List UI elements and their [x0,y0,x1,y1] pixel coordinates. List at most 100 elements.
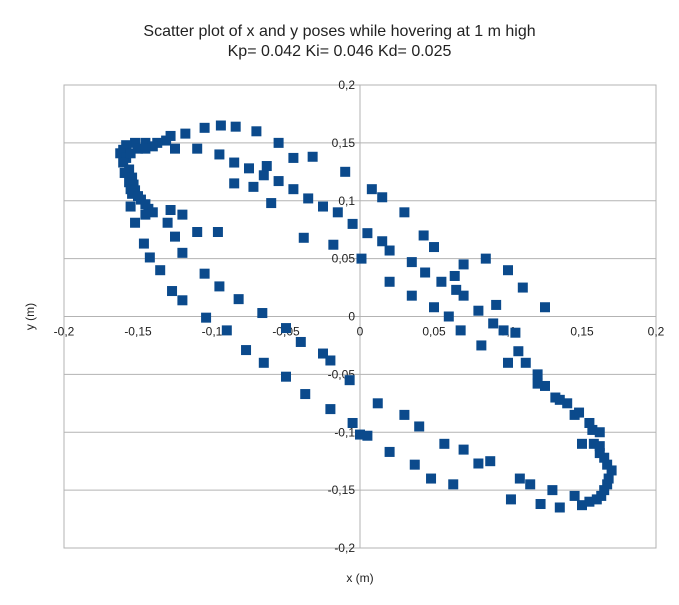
data-point [606,465,617,476]
data-point [318,201,328,212]
data-point [288,152,299,163]
data-point [130,217,141,228]
data-point [377,236,388,247]
y-tick-label: 0 [348,310,355,324]
y-axis-label: y (m) [23,303,37,330]
data-point [147,141,158,152]
data-point [241,345,252,356]
y-tick-label: -0,2 [334,541,355,555]
data-point [554,394,565,405]
data-point [510,327,521,338]
data-point [347,218,358,229]
data-point [248,181,259,192]
data-point [328,239,339,250]
data-point [569,490,580,501]
data-point [344,375,355,386]
data-point [577,438,587,449]
data-point [458,259,469,270]
data-point [418,230,429,241]
data-point [449,270,460,281]
data-point [119,167,130,178]
data-point [251,126,262,137]
data-point [594,441,605,452]
data-point [577,500,587,511]
data-point [473,458,484,469]
data-point [554,502,565,513]
data-point [177,247,188,258]
data-point [201,312,212,323]
data-point [503,265,513,276]
data-point [130,137,141,148]
data-point [230,121,241,132]
data-point [180,128,191,139]
x-axis-label: x (m) [346,571,373,585]
data-point [355,429,365,440]
data-point [439,438,450,449]
data-point [599,485,610,496]
data-point [587,424,598,435]
axes [64,85,656,548]
data-point [318,348,328,359]
data-point [244,163,254,174]
y-tick-label: -0,1 [334,425,355,439]
y-tick-label: 0,1 [338,194,355,208]
data-point [420,267,431,278]
data-point [574,407,585,418]
data-point [602,479,613,490]
x-tick-label: -0,2 [54,325,75,339]
data-point [485,456,496,467]
data-point [535,499,546,510]
data-point [140,137,151,148]
data-point [458,444,469,455]
data-point [414,421,425,432]
data-point [513,346,524,357]
data-point [167,286,178,297]
data-point [584,417,595,428]
chart-subtitle: Kp= 0.042 Ki= 0.046 Kd= 0.025 [227,43,452,60]
data-point [488,318,499,329]
data-point [273,137,284,148]
data-point [498,325,509,336]
data-point [409,459,420,470]
data-point [366,184,377,195]
y-tick-label: 0,15 [332,136,356,150]
data-point [584,496,595,507]
data-point [215,120,226,131]
data-point [588,438,599,449]
data-point [384,276,395,287]
x-tick-label: 0,15 [570,325,594,339]
data-point [233,294,244,305]
data-point [133,143,143,154]
data-point [162,217,173,228]
data-point [140,143,151,154]
data-point [514,473,525,484]
data-point [258,357,269,368]
data-point [480,253,491,264]
data-point [199,268,210,279]
data-point [384,245,395,256]
data-point [214,281,225,292]
data-point [325,355,336,366]
data-point [540,302,550,313]
data-point [455,325,466,336]
data-point [372,398,383,409]
y-tick-label: 0,05 [332,252,356,266]
data-point [399,207,410,218]
data-point [261,161,272,172]
data-point [473,305,484,316]
y-tick-label: 0,2 [338,78,355,92]
data-point [406,290,417,301]
data-point [505,494,516,505]
data-point [214,149,225,160]
data-point [406,257,417,268]
data-point [596,490,607,501]
data-point [347,417,358,428]
data-point [603,473,614,484]
data-point [362,228,373,239]
data-point [325,404,336,415]
data-point [448,479,459,490]
data-point [362,430,373,441]
data-point [594,427,605,438]
data-point [307,151,318,162]
